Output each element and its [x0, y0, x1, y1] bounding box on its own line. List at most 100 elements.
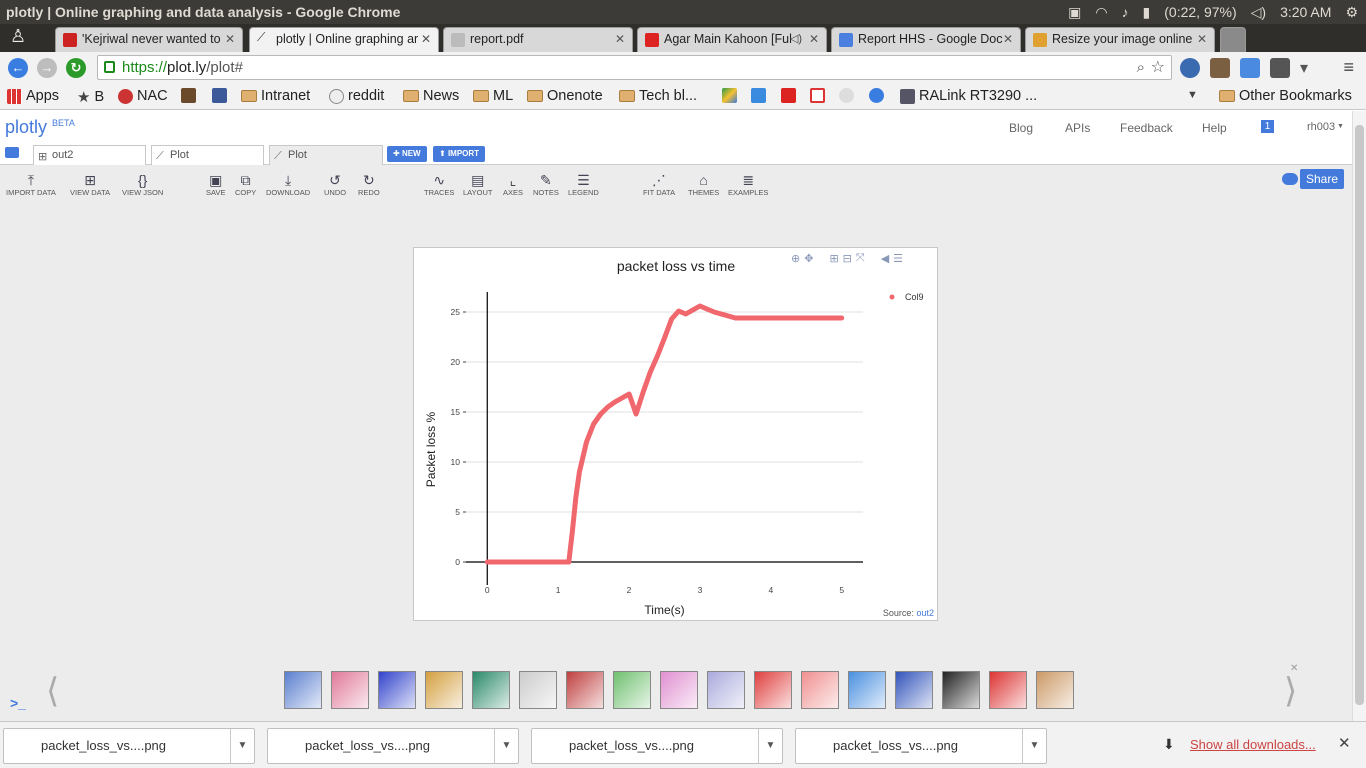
bookmark-dropbox[interactable] — [751, 88, 766, 103]
copy-button[interactable]: ⧉ COPY — [235, 172, 256, 197]
file-tab-plot-active[interactable]: ⟋ Plot — [269, 145, 383, 165]
autoscale-icon[interactable]: ⤧ — [855, 252, 865, 264]
page-scrollbar[interactable] — [1352, 111, 1366, 721]
example-thumbnail[interactable] — [331, 671, 369, 709]
legend-button[interactable]: ☰ LEGEND — [568, 172, 599, 197]
example-thumbnail[interactable] — [895, 671, 933, 709]
example-thumbnail[interactable] — [707, 671, 745, 709]
bookmark-ext[interactable] — [869, 88, 884, 103]
bookmarks-overflow-icon[interactable]: ▼ — [1187, 89, 1198, 101]
example-thumbnail[interactable] — [519, 671, 557, 709]
new-tab-button[interactable] — [1220, 27, 1246, 52]
notification-badge[interactable]: 1 — [1261, 120, 1274, 133]
traces-button[interactable]: ∿ TRACES — [424, 172, 454, 197]
zoom-out-icon[interactable]: ⊟ — [842, 253, 852, 265]
wifi-icon[interactable]: ◠ — [1095, 4, 1108, 20]
view-data-button[interactable]: ⊞ VIEW DATA — [70, 172, 110, 197]
bookmark-news[interactable]: News — [403, 88, 459, 104]
example-thumbnail[interactable] — [848, 671, 886, 709]
bookmark-other[interactable]: Other Bookmarks — [1219, 88, 1352, 104]
thumbs-next-arrow-icon[interactable]: ⟩ — [1284, 672, 1298, 710]
tab-close-icon[interactable]: ✕ — [420, 32, 431, 46]
file-tab-out2[interactable]: ⊞ out2 — [33, 145, 146, 165]
bookmark-reddit[interactable]: reddit — [329, 88, 384, 104]
dropbox-tray-icon[interactable]: ▣ — [1068, 4, 1082, 20]
feedly-extension-icon[interactable] — [1210, 58, 1230, 78]
example-thumbnail[interactable] — [989, 671, 1027, 709]
chat-icon[interactable] — [1282, 173, 1298, 185]
download-menu-caret-icon[interactable]: ▼ — [494, 729, 518, 763]
address-bar[interactable]: https://plot.ly/plot# ⌕ ☆ — [97, 55, 1172, 80]
example-thumbnail[interactable] — [1036, 671, 1074, 709]
example-thumbnail[interactable] — [378, 671, 416, 709]
nav-feedback[interactable]: Feedback — [1120, 121, 1173, 135]
browser-tab[interactable]: report.pdf ✕ — [443, 27, 633, 52]
translate-extension-icon[interactable] — [1240, 58, 1260, 78]
bookmark-star-icon[interactable]: ☆ — [1150, 59, 1165, 76]
download-item[interactable]: packet_loss_vs....png ▼ — [531, 728, 783, 764]
layout-button[interactable]: ▤ LAYOUT — [463, 172, 492, 197]
redo-button[interactable]: ↻ REDO — [358, 172, 380, 197]
browser-tab[interactable]: Agar Main Kahoon [Ful ◁) ✕ — [637, 27, 827, 52]
browser-tab[interactable]: Resize your image online ✕ — [1025, 27, 1215, 52]
line-chart[interactable]: 0 5 10 15 20 25 0 1 2 3 4 5 Col9 packet loss vs time T… — [414, 248, 937, 620]
hover-compare-icon[interactable]: ☰ — [893, 253, 904, 265]
browser-tab[interactable]: Report HHS - Google Doc ✕ — [831, 27, 1021, 52]
download-menu-caret-icon[interactable]: ▼ — [1022, 729, 1046, 763]
notification-bell-icon[interactable]: ♪ — [1121, 4, 1129, 20]
fit-data-button[interactable]: ⋰ FIT DATA — [643, 172, 675, 197]
bookmark-gmail[interactable] — [810, 88, 825, 103]
user-menu-caret-icon[interactable]: ▼ — [1337, 123, 1344, 130]
terminal-icon[interactable]: >_ — [10, 695, 26, 711]
save-button[interactable]: ▣ SAVE — [206, 172, 225, 197]
thumbs-prev-arrow-icon[interactable]: ⟨ — [46, 672, 60, 710]
bookmark-tech-blogs[interactable]: Tech bl... — [619, 88, 697, 104]
tab-close-icon[interactable]: ✕ — [808, 32, 819, 46]
bookmark-ralink[interactable]: RALink RT3290 ... — [900, 88, 1037, 104]
share-button[interactable]: Share — [1299, 169, 1344, 189]
forward-button[interactable]: → — [37, 58, 57, 78]
reload-button[interactable]: ↻ — [66, 58, 86, 78]
themes-button[interactable]: ⌂ THEMES — [688, 172, 719, 197]
search-icon[interactable]: ⌕ — [1136, 59, 1145, 76]
file-tab-plot[interactable]: ⟋ Plot — [151, 145, 264, 165]
example-thumbnail[interactable] — [472, 671, 510, 709]
power-gear-icon[interactable]: ⚙ — [1345, 4, 1358, 20]
download-item[interactable]: packet_loss_vs....png ▼ — [3, 728, 255, 764]
new-button[interactable]: ✚ NEW — [387, 146, 427, 162]
browser-tab[interactable]: 'Kejriwal never wanted to ✕ — [55, 27, 243, 52]
nav-help[interactable]: Help — [1202, 121, 1227, 135]
close-downloads-icon[interactable]: ✕ — [1338, 735, 1351, 752]
browser-tab-active[interactable]: ⟋ plotly | Online graphing ar ✕ — [249, 27, 439, 52]
download-item[interactable]: packet_loss_vs....png ▼ — [795, 728, 1047, 764]
undo-button[interactable]: ↺ UNDO — [324, 172, 346, 197]
menu-icon[interactable]: ≡ — [1343, 57, 1354, 77]
axes-button[interactable]: ⌞ AXES — [503, 172, 523, 197]
download-button[interactable]: ⤓ DOWNLOAD — [266, 172, 310, 197]
examples-button[interactable]: ≣ EXAMPLES — [728, 172, 768, 197]
download-menu-caret-icon[interactable]: ▼ — [230, 729, 254, 763]
download-menu-caret-icon[interactable]: ▼ — [758, 729, 782, 763]
bookmark-nac[interactable]: NAC — [118, 88, 168, 104]
bookmark-facebook[interactable] — [212, 88, 227, 103]
view-json-button[interactable]: {} VIEW JSON — [122, 172, 163, 197]
example-thumbnail[interactable] — [754, 671, 792, 709]
import-data-button[interactable]: ⤒ IMPORT DATA — [6, 172, 56, 197]
clock[interactable]: 3:20 AM — [1280, 4, 1332, 20]
show-all-downloads-link[interactable]: Show all downloads... — [1190, 737, 1316, 752]
example-thumbnail[interactable] — [942, 671, 980, 709]
example-thumbnail[interactable] — [284, 671, 322, 709]
example-thumbnail[interactable] — [660, 671, 698, 709]
globe-extension-icon[interactable] — [1180, 58, 1200, 78]
tab-close-icon[interactable]: ✕ — [1002, 32, 1013, 46]
example-thumbnail[interactable] — [425, 671, 463, 709]
bookmark-reddit-2[interactable] — [839, 88, 854, 103]
tab-close-icon[interactable]: ✕ — [224, 32, 235, 46]
nav-apis[interactable]: APIs — [1065, 121, 1091, 135]
example-thumbnail[interactable] — [613, 671, 651, 709]
source-link[interactable]: out2 — [916, 608, 934, 618]
folder-icon[interactable] — [5, 147, 19, 158]
download-item[interactable]: packet_loss_vs....png ▼ — [267, 728, 519, 764]
volume-icon[interactable]: ◁) — [1250, 4, 1267, 20]
pan-icon[interactable]: ✥ — [804, 253, 814, 265]
